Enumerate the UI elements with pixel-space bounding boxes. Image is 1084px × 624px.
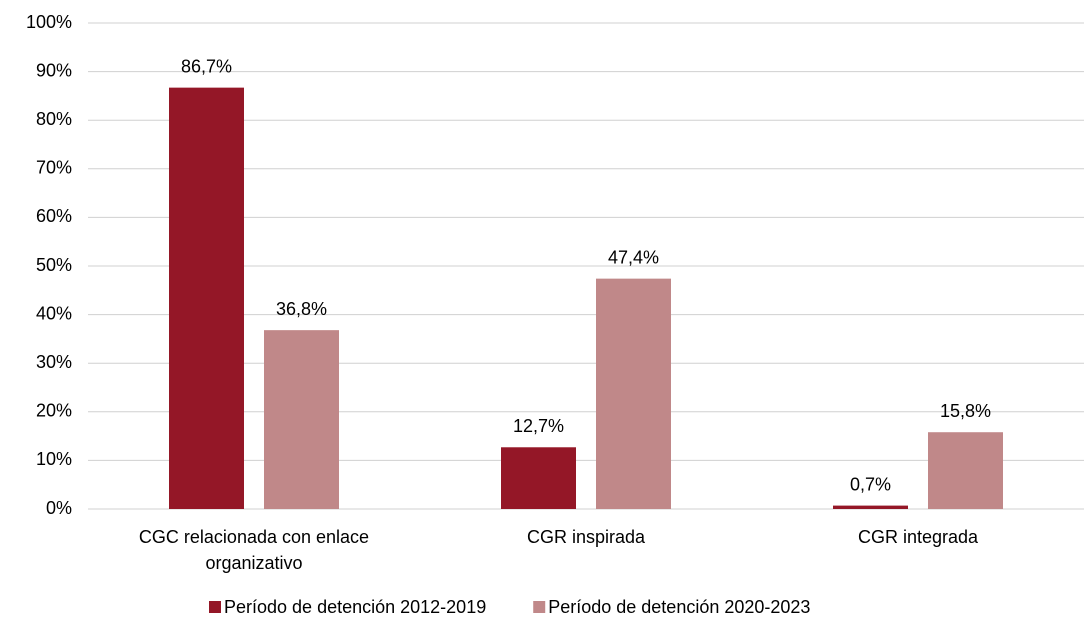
y-tick-label: 100% — [26, 12, 72, 32]
bar — [501, 447, 576, 509]
data-label: 15,8% — [940, 401, 991, 421]
y-tick-label: 10% — [36, 449, 72, 469]
data-label: 12,7% — [513, 416, 564, 436]
bar — [833, 505, 908, 509]
bar — [928, 432, 1003, 509]
legend-label: Período de detención 2012-2019 — [224, 597, 486, 617]
y-tick-label: 60% — [36, 206, 72, 226]
y-tick-label: 20% — [36, 401, 72, 421]
x-tick-label: CGC relacionada con enlace organizativo — [139, 527, 369, 573]
y-tick-label: 70% — [36, 158, 72, 178]
legend-swatch — [209, 601, 221, 613]
y-tick-label: 50% — [36, 255, 72, 275]
data-label: 86,7% — [181, 56, 232, 76]
y-tick-label: 30% — [36, 352, 72, 372]
bar — [264, 330, 339, 509]
data-label: 0,7% — [850, 474, 891, 494]
data-label: 47,4% — [608, 247, 659, 267]
data-label: 36,8% — [276, 299, 327, 319]
y-tick-label: 40% — [36, 303, 72, 323]
bar — [169, 87, 244, 509]
bar — [596, 278, 671, 509]
x-tick-label: CGR integrada — [858, 527, 979, 547]
y-tick-label: 80% — [36, 109, 72, 129]
x-tick-label: CGR inspirada — [527, 527, 646, 547]
legend-label: Período de detención 2020-2023 — [548, 597, 810, 617]
y-tick-label: 90% — [36, 60, 72, 80]
y-tick-label: 0% — [46, 498, 72, 518]
legend-swatch — [533, 601, 546, 613]
